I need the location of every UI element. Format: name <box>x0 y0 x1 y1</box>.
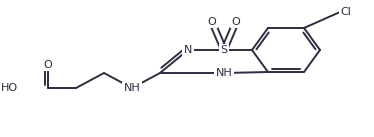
Text: O: O <box>232 17 240 27</box>
Text: NH: NH <box>216 68 232 78</box>
Text: HO: HO <box>1 83 18 93</box>
Text: O: O <box>208 17 217 27</box>
Text: Cl: Cl <box>340 7 351 17</box>
Text: S: S <box>220 45 227 55</box>
Text: N: N <box>184 45 192 55</box>
Text: O: O <box>44 60 52 70</box>
Text: NH: NH <box>124 83 140 93</box>
